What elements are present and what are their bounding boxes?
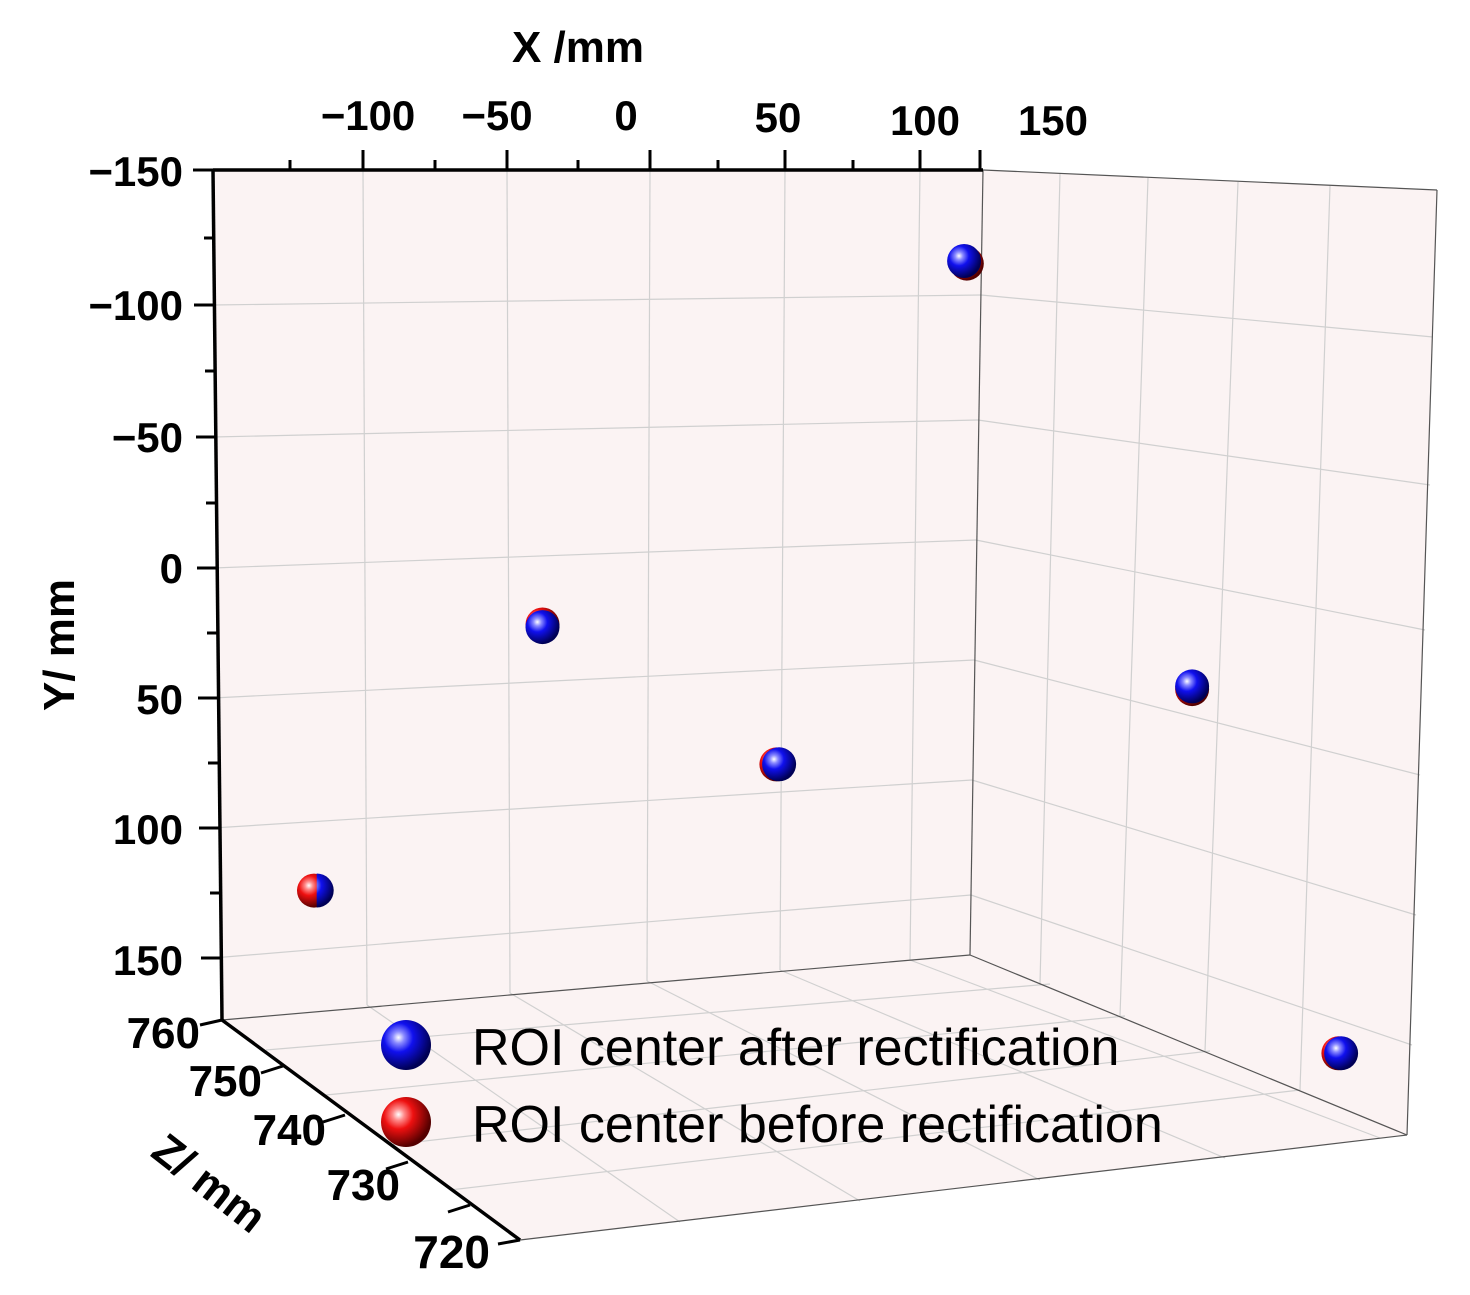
z-tick-labels: 760 750 740 730 720 — [127, 1009, 490, 1278]
point-after-bottom-right — [1324, 1036, 1359, 1071]
z-tick-label: 740 — [253, 1106, 326, 1155]
point-after-middle-right — [1175, 669, 1210, 704]
z-axis-ticks — [199, 1018, 521, 1246]
y-tick-label: −50 — [112, 414, 183, 461]
point-after-sphere — [525, 610, 560, 645]
z-tick-label: 760 — [127, 1009, 200, 1058]
x-tick-label: 100 — [890, 97, 960, 144]
z-tick-label: 720 — [413, 1226, 490, 1278]
point-after-sphere — [316, 873, 334, 908]
point-after-middle-left — [525, 610, 560, 645]
x-axis-title: X /mm — [512, 23, 644, 72]
legend-label-before: ROI center before rectification — [472, 1096, 1163, 1154]
y-tick-labels: −150 −100 −50 0 50 100 150 — [88, 148, 183, 984]
z-tick-label: 730 — [327, 1161, 400, 1210]
x-tick-label: −100 — [321, 92, 416, 139]
point-after-sphere — [947, 244, 982, 278]
y-axis-ticks — [193, 168, 221, 960]
point-after-sphere — [762, 747, 797, 782]
floor-pane — [222, 955, 1407, 1240]
y-tick-label: 100 — [113, 806, 183, 853]
x-tick-label: 50 — [755, 94, 802, 141]
y-tick-label: −100 — [88, 282, 183, 329]
back-pane — [213, 170, 983, 1020]
legend: ROI center after rectification ROI cente… — [381, 1019, 1163, 1154]
y-axis-line — [211, 169, 224, 1021]
legend-marker-after — [381, 1020, 431, 1070]
x-tick-label: 0 — [614, 92, 637, 139]
point-after-top-right — [947, 244, 982, 278]
x-tick-labels: −100 −50 0 50 100 150 — [321, 92, 1088, 144]
legend-label-after: ROI center after rectification — [472, 1019, 1119, 1077]
point-after-sphere — [1175, 669, 1210, 704]
z-tick-label: 750 — [189, 1057, 262, 1106]
x-tick-label: 150 — [1018, 97, 1088, 144]
data-markers — [297, 244, 1359, 1071]
point-after-center — [762, 747, 797, 782]
x-tick-label: −50 — [461, 92, 532, 139]
legend-marker-before — [381, 1097, 431, 1147]
y-axis-title: Y/ mm — [35, 579, 84, 711]
y-tick-label: −150 — [88, 148, 183, 195]
main-axes — [211, 168, 983, 1242]
y-tick-label: 0 — [160, 545, 183, 592]
grid-lines — [212, 169, 1434, 1223]
y-tick-label: 50 — [136, 676, 183, 723]
point-after-sphere — [1324, 1036, 1359, 1071]
point-after-bottom-left — [316, 873, 334, 908]
x-axis-ticks — [288, 150, 982, 170]
pane-edges — [221, 169, 1438, 1241]
right-pane — [970, 170, 1437, 1135]
y-tick-label: 150 — [113, 937, 183, 984]
z-axis-line — [220, 1018, 522, 1242]
